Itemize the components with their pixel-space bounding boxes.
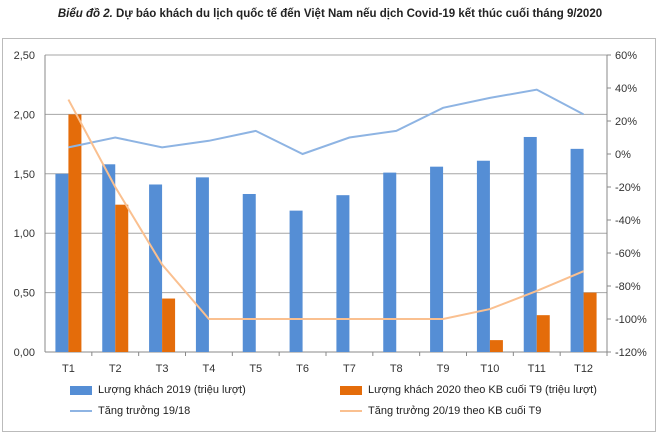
line-growth-20-19 [67,99,584,320]
y-left-tick-label: 0,50 [14,288,35,300]
legend-line [340,410,362,412]
bar-2019-T6 [289,210,303,352]
y-left-tick-label: 2,50 [14,50,35,62]
bar-2019-T2 [102,164,116,352]
y-left-tick-label: 0,00 [14,347,35,359]
x-tick-label: T6 [296,363,309,375]
bar-2019-T10 [476,160,490,352]
legend-label: Lượng khách 2020 theo KB cuối T9 (triệu … [368,384,597,396]
y-right-tick-label: 0% [615,149,631,161]
bar-2020-T10 [489,340,503,352]
line-growth-19-18 [68,88,585,156]
x-tick-label: T3 [156,363,169,375]
x-tick-label: T11 [528,363,546,375]
y-left-tick-label: 2,00 [14,109,35,121]
x-tick-label: T7 [343,363,356,375]
bar-2019-T4 [195,177,209,352]
bar-2019-T9 [430,166,444,352]
legend-swatch [70,385,92,395]
title-text: Dự báo khách du lịch quốc tế đến Việt Na… [112,8,603,20]
legend-item-growth-19-18: Tăng trưởng 19/18 [70,405,190,417]
legend-item-2020: Lượng khách 2020 theo KB cuối T9 (triệu … [340,384,597,396]
y-right-tick-label: 20% [615,116,637,128]
bar-2019-T12 [570,148,584,352]
legend-line [70,410,92,412]
x-tick-label: T1 [62,363,75,375]
x-tick-label: T9 [437,363,450,375]
bar-2020-T12 [583,292,597,352]
x-tick-label: T2 [109,363,122,375]
legend-item-growth-20-19: Tăng trưởng 20/19 theo KB cuối T9 [340,405,541,417]
y-left-tick-label: 1,00 [14,228,35,240]
x-tick-label: T5 [249,363,262,375]
legend-swatch [340,385,362,395]
legend-item-2019: Lượng khách 2019 (triệu lượt) [70,384,246,396]
bar-2019-T7 [336,195,350,352]
chart-frame [2,38,656,432]
legend-label: Tăng trưởng 19/18 [98,405,191,417]
y-right-tick-label: -100% [615,314,647,326]
y-right-tick-label: 40% [615,83,637,95]
bar-2019-T1 [55,173,69,352]
y-left-tick-label: 1,50 [14,169,35,181]
x-tick-label: T4 [202,363,215,375]
x-tick-label: T8 [390,363,403,375]
bar-2019-T5 [242,193,256,352]
x-tick-label: T12 [574,363,593,375]
bar-2020-T11 [536,315,550,352]
bar-2020-T2 [115,204,129,352]
y-right-tick-label: -20% [615,182,641,194]
legend-label: Tăng trưởng 20/19 theo KB cuối T9 [368,405,542,417]
chart-title: Biểu đồ 2. Dự báo khách du lịch quốc tế … [0,8,660,20]
bar-2019-T3 [149,184,163,352]
y-right-tick-label: -120% [615,347,647,359]
y-right-tick-label: -80% [615,281,641,293]
bar-2020-T1 [68,114,82,353]
x-tick-label: T10 [480,363,499,375]
bar-2019-T11 [523,136,537,352]
y-right-tick-label: -60% [615,248,641,260]
title-prefix: Biểu đồ 2. [57,8,113,20]
y-right-tick-label: -40% [615,215,641,227]
bar-2019-T8 [383,172,397,352]
y-right-tick-label: 60% [615,50,637,62]
bar-2020-T3 [162,298,176,352]
legend-label: Lượng khách 2019 (triệu lượt) [98,384,246,396]
